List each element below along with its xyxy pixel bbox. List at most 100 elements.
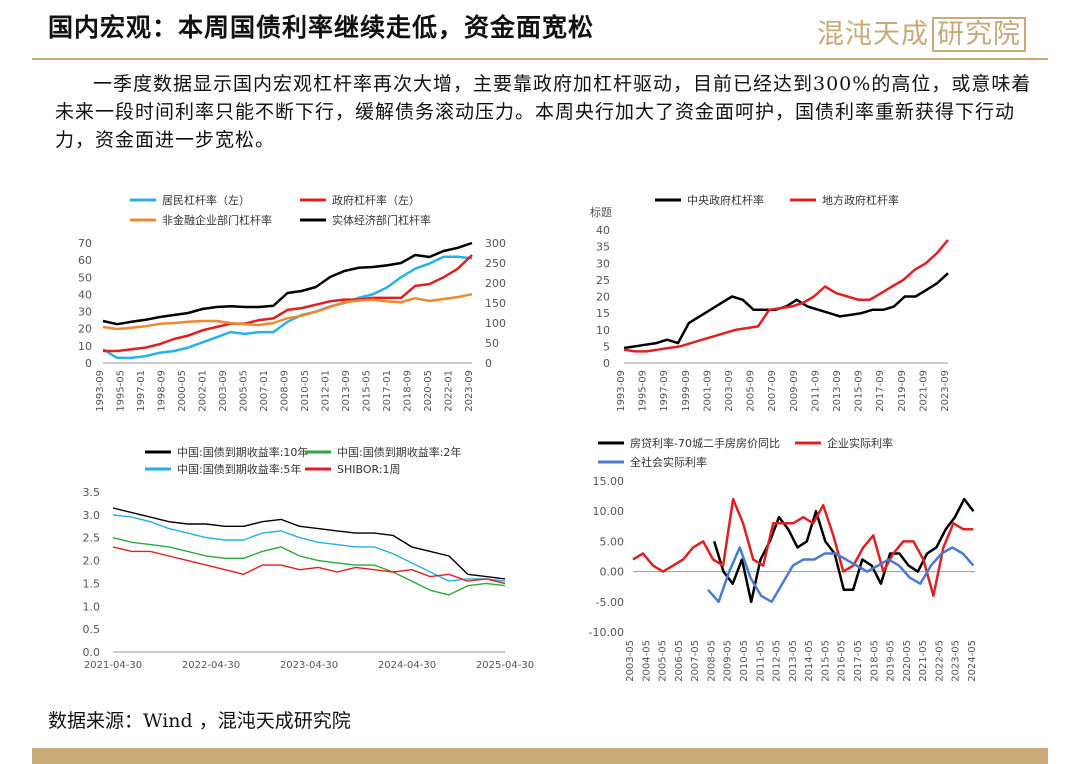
x-tick-label: 1993-09 xyxy=(95,370,106,412)
x-tick-label: 2010-05 xyxy=(300,370,311,412)
legend-label: 政府杠杆率（左） xyxy=(332,193,420,207)
x-tick-label: 1995-05 xyxy=(116,370,127,412)
y-tick-label: 1.0 xyxy=(83,600,101,613)
y-tick-label: 10 xyxy=(596,324,610,337)
x-tick-label: 2015-05 xyxy=(820,640,831,682)
x-tick-label: 2018-05 xyxy=(869,640,880,682)
x-tick-label: 2007-01 xyxy=(259,370,270,412)
x-tick-label: 2015-09 xyxy=(854,370,865,412)
x-tick-label: 2011-05 xyxy=(755,640,766,682)
x-tick-label: 2021-09 xyxy=(918,370,929,412)
x-tick-label: 1993-09 xyxy=(616,370,627,412)
y-tick-label-right: 250 xyxy=(485,257,506,270)
x-tick-label: 1997-09 xyxy=(659,370,670,412)
legend-label: 中国:国债到期收益率:10年 xyxy=(177,445,308,459)
series-line xyxy=(112,537,506,596)
y-tick-label: 25 xyxy=(596,274,610,287)
legend-label: 中央政府杠杆率 xyxy=(687,193,764,207)
x-tick-label: 2005-05 xyxy=(658,640,669,682)
x-tick-label: 2013-09 xyxy=(341,370,352,412)
y-tick-label: 10.00 xyxy=(593,505,625,518)
y-tick-label: 40 xyxy=(78,288,92,301)
x-tick-label: 2012-05 xyxy=(772,640,783,682)
y-tick-label: 0.0 xyxy=(83,646,101,659)
x-tick-label: 2015-05 xyxy=(362,370,373,412)
x-tick-label: 2007-05 xyxy=(690,640,701,682)
x-tick-label: 2009-09 xyxy=(789,370,800,412)
y-tick-label: 0.5 xyxy=(83,623,101,636)
x-tick-label: 1999-09 xyxy=(681,370,692,412)
x-tick-label: 2021-05 xyxy=(918,640,929,682)
y-tick-label: -10.00 xyxy=(589,626,624,639)
x-tick-label: 2003-09 xyxy=(724,370,735,412)
y-tick-label: 60 xyxy=(78,254,92,267)
x-tick-label: 2023-04-30 xyxy=(280,660,338,671)
x-tick-label: 2022-04-30 xyxy=(182,660,240,671)
series-line xyxy=(112,514,506,582)
logo-text: 混沌天成 xyxy=(817,19,929,50)
y-tick-label: 0 xyxy=(603,357,610,370)
y-tick-label: 35 xyxy=(596,241,610,254)
y-tick-label: 3.0 xyxy=(83,509,101,522)
x-tick-label: 2001-09 xyxy=(702,370,713,412)
x-tick-label: 2017-01 xyxy=(382,370,393,412)
series-line xyxy=(102,255,473,360)
x-tick-label: 2000-05 xyxy=(177,370,188,412)
x-tick-label: 1998-09 xyxy=(157,370,168,412)
x-tick-label: 2020-05 xyxy=(423,370,434,412)
series-line xyxy=(103,254,473,353)
y-tick-label-right: 0 xyxy=(485,357,492,370)
y-tick-label: 15 xyxy=(596,307,610,320)
x-tick-label: 2020-05 xyxy=(902,640,913,682)
y-tick-label: 40 xyxy=(596,224,610,237)
x-tick-label: 2003-05 xyxy=(625,640,636,682)
y-tick-label-right: 50 xyxy=(485,337,499,350)
x-tick-label: 2002-01 xyxy=(198,370,209,412)
x-tick-label: 2006-05 xyxy=(674,640,685,682)
y-tick-label: 0 xyxy=(85,357,92,370)
x-tick-label: 2019-09 xyxy=(897,370,908,412)
x-tick-label: 1995-09 xyxy=(638,370,649,412)
y-tick-label: 20 xyxy=(596,291,610,304)
y-tick-label: 70 xyxy=(78,237,92,250)
x-tick-label: 2013-05 xyxy=(788,640,799,682)
legend-label: 实体经济部门杠杆率 xyxy=(332,213,431,227)
x-tick-label: 2005-09 xyxy=(746,370,757,412)
legend-label: 企业实际利率 xyxy=(827,436,893,450)
legend-label: 全社会实际利率 xyxy=(630,455,707,469)
y-tick-label: 2.5 xyxy=(83,532,101,545)
x-tick-label: 2018-09 xyxy=(403,370,414,412)
x-tick-label: 2007-09 xyxy=(767,370,778,412)
y-axis-label: 标题 xyxy=(590,205,612,219)
y-tick-label-right: 100 xyxy=(485,317,506,330)
x-tick-label: 2009-05 xyxy=(723,640,734,682)
x-tick-label: 2024-04-30 xyxy=(378,660,436,671)
x-tick-label: 2025-04-30 xyxy=(476,660,534,671)
logo-boxed-text: 研究院 xyxy=(932,17,1026,52)
x-tick-label: 2021-04-30 xyxy=(84,660,142,671)
x-tick-label: 2008-09 xyxy=(280,370,291,412)
y-tick-label-right: 300 xyxy=(485,237,506,250)
x-tick-label: 2008-05 xyxy=(706,640,717,682)
series-line xyxy=(713,497,975,604)
y-tick-label: 10 xyxy=(78,340,92,353)
y-tick-label: 2.0 xyxy=(83,555,101,568)
y-tick-label-right: 150 xyxy=(485,297,506,310)
y-tick-label: 3.5 xyxy=(83,486,101,499)
x-tick-label: 2014-05 xyxy=(804,640,815,682)
data-source: 数据来源：Wind ，混沌天成研究院 xyxy=(48,710,351,732)
series-line xyxy=(623,272,949,350)
x-tick-label: 2017-09 xyxy=(875,370,886,412)
x-tick-label: 2012-01 xyxy=(321,370,332,412)
header-divider xyxy=(32,58,1048,60)
y-tick-label-right: 200 xyxy=(485,277,506,290)
series-line xyxy=(623,239,949,353)
x-tick-label: 2004-05 xyxy=(641,640,652,682)
x-tick-label: 2010-05 xyxy=(739,640,750,682)
page-title: 国内宏观：本周国债利率继续走低，资金面宽松 xyxy=(48,13,595,42)
x-tick-label: 2023-05 xyxy=(951,640,962,682)
legend-label: 地方政府杠杆率 xyxy=(822,193,899,207)
legend-label: 居民杠杆率（左） xyxy=(162,193,250,207)
brand-logo: 混沌天成 研究院 xyxy=(817,12,1026,52)
